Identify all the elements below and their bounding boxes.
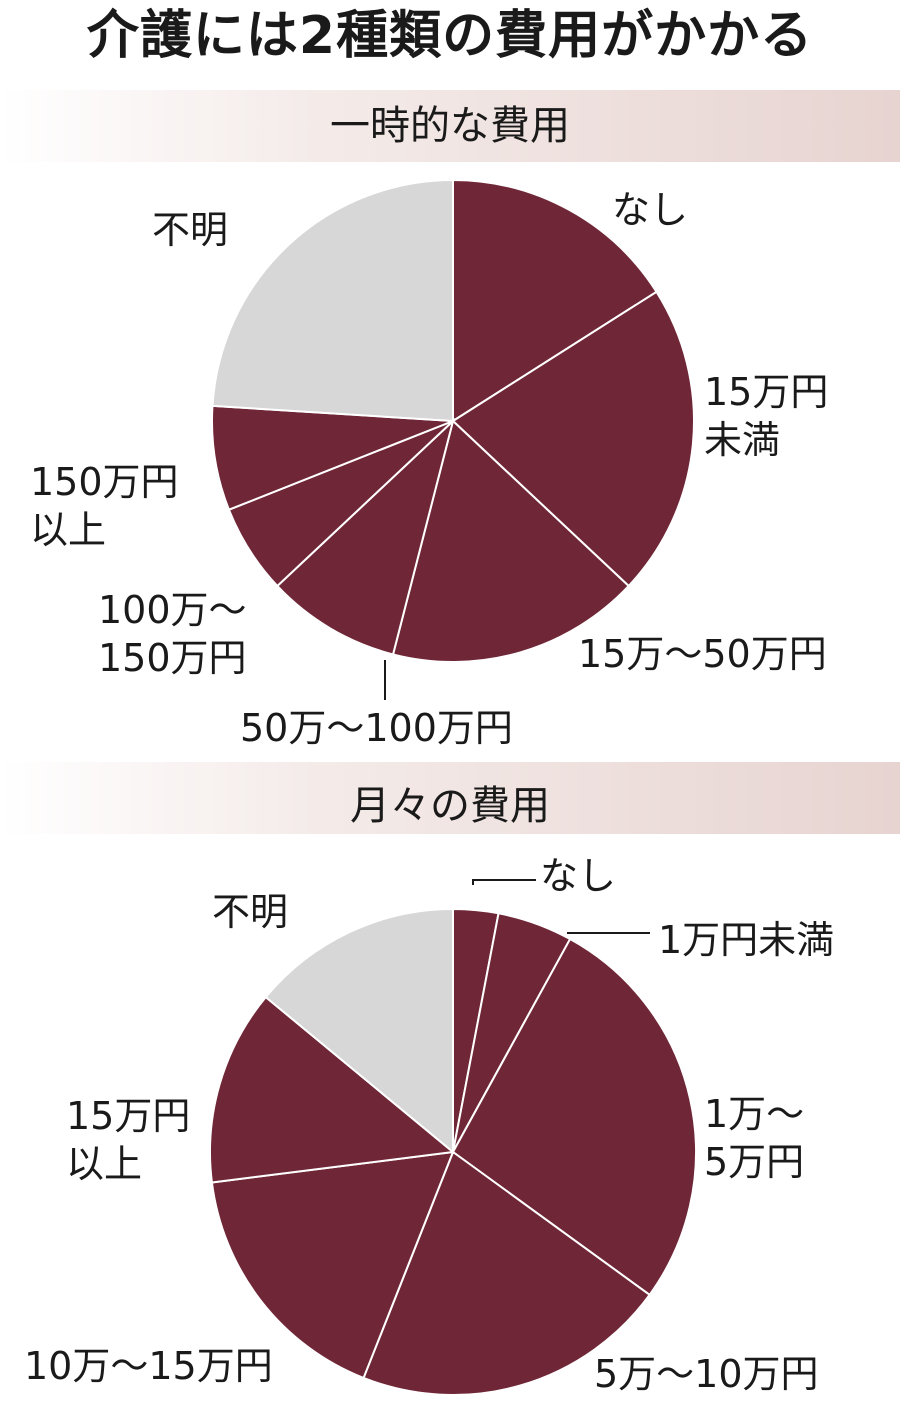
main-title: 介護には2種類の費用がかかる	[86, 6, 814, 66]
pie1-label-over-150man: 150万円 以上	[30, 460, 179, 552]
pie1-label-15-50man: 15万～50万円	[578, 632, 827, 676]
section-band-1	[0, 90, 900, 162]
pie1-label-unknown: 不明	[152, 208, 229, 252]
pie-slice-2-6	[209, 995, 456, 1184]
chart-title-1: 一時的な費用	[330, 103, 570, 149]
pie-slice-1-3	[391, 419, 631, 663]
pie2-label-unknown: 不明	[212, 890, 289, 934]
leader-line-2-1	[472, 879, 536, 885]
pie2-label-over-15man: 15万円 以上	[66, 1094, 191, 1186]
pie2-label-5-10man: 5万～10万円	[594, 1352, 819, 1396]
pie1-label-100-150man: 100万～ 150万円	[98, 588, 247, 680]
pie1-label-50-100man: 50万～100万円	[240, 706, 513, 750]
pie2-label-10-15man: 10万～15万円	[24, 1344, 273, 1388]
pie-slice-2-3	[451, 937, 697, 1297]
pie-slice-1-4	[275, 417, 455, 656]
pie2-label-under-1man: 1万円未満	[658, 918, 835, 962]
pie1-label-under-15man: 15万円 未満	[704, 370, 829, 462]
pie-slice-1-6	[211, 404, 454, 512]
pie-slice-2-7	[264, 907, 454, 1155]
pie-slice-1-1	[452, 178, 658, 423]
pie-chart-1	[211, 178, 695, 700]
pie-slice-2-4	[362, 1150, 651, 1396]
pie-chart-2	[209, 879, 697, 1396]
pie-slice-1-7	[211, 178, 454, 423]
chart-title-2: 月々の費用	[350, 783, 550, 829]
pie-slice-2-5	[210, 1150, 455, 1380]
section-band-2	[0, 762, 900, 834]
pie1-label-none: なし	[612, 188, 689, 232]
pie2-label-none: なし	[540, 854, 617, 898]
pie-slice-1-2	[451, 290, 695, 588]
pie2-label-1-5man: 1万～ 5万円	[704, 1092, 805, 1184]
